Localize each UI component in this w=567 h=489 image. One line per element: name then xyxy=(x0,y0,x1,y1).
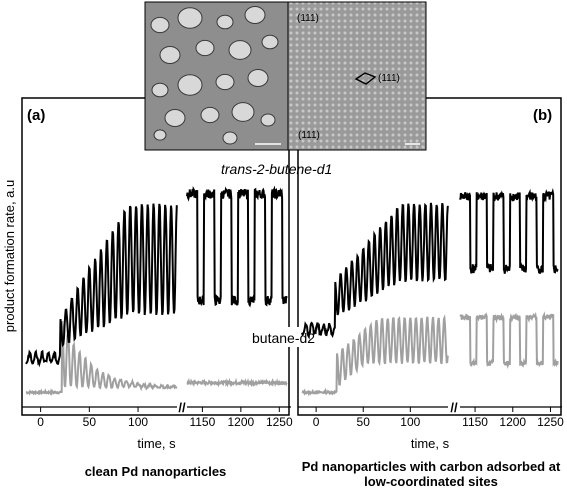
trace-label-butene: trans-2-butene-d1 xyxy=(221,161,332,177)
inset-image: (111) (111) (111) xyxy=(144,1,427,151)
nanoparticles-illustration xyxy=(150,6,279,145)
facet-label-2: (111) xyxy=(378,73,400,84)
x-tick-label: 0 xyxy=(37,415,44,429)
series-butane-right xyxy=(459,311,559,370)
nanoparticle xyxy=(200,106,220,124)
x-tick-label: 1250 xyxy=(537,415,564,429)
axis-break: // xyxy=(450,400,458,415)
nanoparticle xyxy=(231,102,255,122)
x-tick-label: 0 xyxy=(313,415,320,429)
x-tick-label: 50 xyxy=(83,415,97,429)
inset-stm-right xyxy=(287,1,427,151)
nanoparticle xyxy=(150,16,170,34)
facet-label-3: (111) xyxy=(298,130,320,141)
nanoparticle xyxy=(159,46,181,64)
x-tick-label: 1250 xyxy=(266,415,293,429)
caption-a: clean Pd nanoparticles xyxy=(84,464,227,479)
nanoparticle xyxy=(215,73,235,91)
series-butane-right xyxy=(186,377,288,388)
series-butene-left xyxy=(301,202,449,340)
series-butane-left xyxy=(301,314,449,397)
nanoparticle xyxy=(195,39,215,57)
panel-a-plot: // 0 50 100 1150 1200 1250 time, s xyxy=(22,185,293,451)
nanoparticle xyxy=(216,14,234,30)
x-tick-label: 1200 xyxy=(499,415,526,429)
nanoparticle xyxy=(244,6,266,24)
nanoparticle xyxy=(261,34,279,50)
x-tick-label: 50 xyxy=(357,415,371,429)
x-axis-label: time, s xyxy=(411,436,450,451)
panel-label-a: (a) xyxy=(27,107,45,124)
panel-label-b: (b) xyxy=(533,107,552,124)
nanoparticle xyxy=(177,74,203,96)
y-axis-label: product formation rate, a.u xyxy=(2,180,17,332)
caption-b: Pd nanoparticles with carbon adsorbed at… xyxy=(301,459,561,489)
nanoparticle xyxy=(153,129,167,141)
nanoparticle xyxy=(177,7,203,29)
nanoparticle xyxy=(260,113,276,127)
x-tick-label: 1150 xyxy=(189,415,215,429)
nanoparticle xyxy=(222,131,238,145)
unit-cell-marker xyxy=(354,72,377,85)
x-tick-label: 1150 xyxy=(462,415,488,429)
nanoparticle xyxy=(247,69,269,87)
series-butene-right xyxy=(186,185,288,308)
trace-label-butane: butane-d2 xyxy=(252,330,315,346)
nanoparticle xyxy=(228,40,252,60)
panel-b-frame xyxy=(297,97,562,416)
nanoparticle xyxy=(151,82,169,98)
axis-break: // xyxy=(178,400,186,415)
facet-label-1: (111) xyxy=(297,13,319,24)
x-tick-label: 100 xyxy=(128,415,148,429)
nanoparticle xyxy=(164,109,186,127)
x-tick-label: 100 xyxy=(400,415,420,429)
x-tick-label: 1200 xyxy=(227,415,254,429)
series-butene-right xyxy=(459,187,559,274)
series-butane-left xyxy=(25,321,178,396)
x-axis-label: time, s xyxy=(137,436,176,451)
panel-b-plot: // 0 50 100 1150 1200 1250 time, s xyxy=(298,187,564,451)
trace-label-butene-text: trans-2-butene-d1 xyxy=(221,161,332,177)
series-butene-left xyxy=(25,203,178,368)
